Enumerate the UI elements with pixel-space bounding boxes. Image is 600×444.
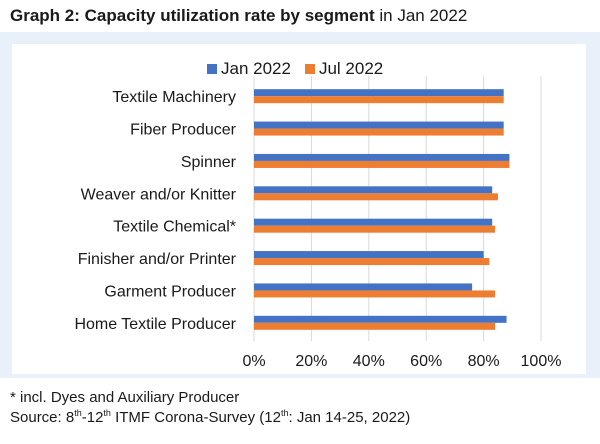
x-tick-label-4: 80% <box>468 353 500 370</box>
bar-jul-5 <box>254 258 490 266</box>
source-mid-2: ITMF Corona-Survey (12 <box>110 409 281 426</box>
chart-title: Graph 2: Capacity utilization rate by se… <box>10 6 467 26</box>
bar-jan-5 <box>254 251 484 259</box>
bar-jul-6 <box>254 290 496 298</box>
bar-jan-4 <box>254 218 493 226</box>
x-tick-label-1: 20% <box>295 353 327 370</box>
bar-jul-1 <box>254 128 504 136</box>
bar-jan-3 <box>254 186 493 194</box>
category-label-7: Home Textile Producer <box>74 316 236 333</box>
category-label-2: Spinner <box>181 154 237 171</box>
legend-item-jul: Jul 2022 <box>304 59 384 79</box>
bar-jan-6 <box>254 283 473 291</box>
legend-swatch-jan <box>207 64 217 74</box>
bar-jul-0 <box>254 96 504 104</box>
category-label-4: Textile Chemical* <box>113 219 236 236</box>
bar-jul-2 <box>254 160 510 168</box>
legend-label-jul: Jul 2022 <box>318 59 384 78</box>
chart-title-bold: Graph 2: Capacity utilization rate by se… <box>10 6 375 25</box>
source-prefix: Source: 8 <box>10 409 75 426</box>
chart-footer: * incl. Dyes and Auxiliary Producer Sour… <box>10 388 590 428</box>
source-sup-2: th <box>103 408 111 418</box>
x-tick-label-5: 100% <box>521 353 562 370</box>
legend-swatch-jul <box>304 64 315 74</box>
bar-jul-4 <box>254 225 496 233</box>
category-label-0: Textile Machinery <box>112 89 236 106</box>
chart-title-rest: in Jan 2022 <box>374 6 468 25</box>
source-mid: -12 <box>81 409 104 426</box>
category-label-3: Weaver and/or Knitter <box>81 186 237 203</box>
bar-jan-1 <box>254 121 504 129</box>
chart-header: Graph 2: Capacity utilization rate by se… <box>0 0 600 32</box>
bar-jan-0 <box>254 89 504 97</box>
source-line: Source: 8th-12th ITMF Corona-Survey (12t… <box>10 408 590 428</box>
source-end: : Jan 14-25, 2022) <box>288 409 411 426</box>
legend-label-jan: Jan 2022 <box>221 59 291 78</box>
bar-jul-7 <box>254 322 496 330</box>
source-sup-3: th <box>280 408 289 418</box>
category-label-6: Garment Producer <box>104 283 236 300</box>
source-sup-1: th <box>74 408 82 418</box>
legend: Jan 2022 Jul 2022 <box>207 58 393 80</box>
footnote: * incl. Dyes and Auxiliary Producer <box>10 389 240 406</box>
bar-jan-7 <box>254 315 507 323</box>
category-label-5: Finisher and/or Printer <box>78 251 237 268</box>
legend-item-jan: Jan 2022 <box>207 59 291 79</box>
bar-jan-2 <box>254 153 510 161</box>
x-tick-label-3: 60% <box>410 353 442 370</box>
category-label-1: Fiber Producer <box>130 122 236 139</box>
x-tick-label-0: 0% <box>242 353 265 370</box>
bar-jul-3 <box>254 193 498 201</box>
x-tick-label-2: 40% <box>353 353 385 370</box>
